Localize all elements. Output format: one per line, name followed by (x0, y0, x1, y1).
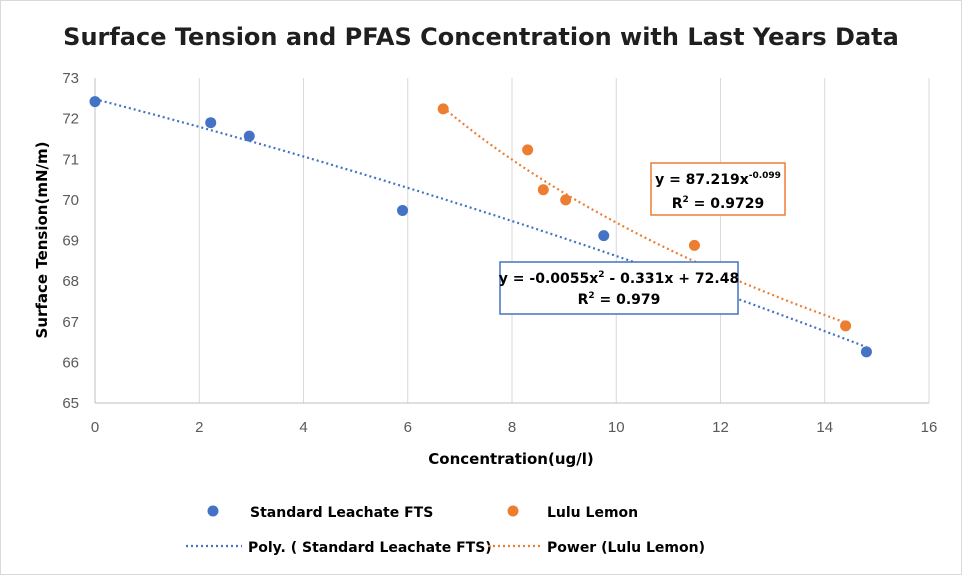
y-tick-label: 71 (62, 151, 79, 168)
y-tick-label: 67 (62, 314, 79, 331)
trendline-power (442, 106, 846, 324)
x-tick-label: 10 (608, 419, 625, 436)
trendlines (94, 98, 867, 349)
data-points (89, 96, 872, 358)
x-tick-label: 2 (195, 419, 203, 436)
axes (94, 78, 929, 404)
point-standard-leachate (598, 230, 610, 242)
x-tick-label: 0 (91, 419, 99, 436)
point-lulu-lemon (537, 184, 549, 196)
y-tick-label: 72 (62, 111, 79, 128)
x-tick-labels: 0 2 4 6 8 10 12 14 16 (91, 419, 938, 436)
legend-label-standard-leachate: Standard Leachate FTS (250, 505, 433, 521)
legend-marker-standard-leachate (207, 505, 219, 517)
legend: Standard Leachate FTS Lulu Lemon Poly. (… (186, 505, 705, 556)
y-axis-label: Surface Tension(mN/m) (33, 142, 51, 339)
y-tick-label: 70 (62, 192, 79, 209)
poly-equation: y = -0.0055x2 - 0.331x + 72.48 (499, 270, 739, 287)
trendline-poly (94, 98, 867, 349)
point-standard-leachate (205, 117, 217, 129)
equation-box-poly: y = -0.0055x2 - 0.331x + 72.48 R2 = 0.97… (499, 261, 739, 315)
point-lulu-lemon (688, 239, 700, 251)
legend-label-power: Power (Lulu Lemon) (547, 540, 705, 556)
legend-label-poly: Poly. ( Standard Leachate FTS) (248, 540, 492, 556)
equation-box-power-frame (650, 162, 786, 216)
y-tick-label: 65 (62, 395, 79, 412)
point-standard-leachate (860, 346, 872, 358)
power-equation: y = 87.219x-0.099 (655, 171, 781, 188)
legend-label-lulu-lemon: Lulu Lemon (547, 505, 638, 521)
chart-title: Surface Tension and PFAS Concentration w… (63, 23, 899, 51)
point-lulu-lemon (437, 103, 449, 115)
x-tick-label: 6 (404, 419, 412, 436)
poly-r2: R2 = 0.979 (578, 291, 661, 308)
y-tick-labels: 65 66 67 68 69 70 71 72 73 (62, 70, 79, 412)
legend-item-power-trendline: Power (Lulu Lemon) (488, 540, 705, 556)
point-standard-leachate (243, 130, 255, 142)
x-axis-label: Concentration(ug/l) (428, 450, 593, 468)
x-tick-label: 12 (712, 419, 729, 436)
point-lulu-lemon (840, 320, 852, 332)
grid-lines (198, 78, 930, 403)
x-tick-label: 8 (508, 419, 516, 436)
y-tick-label: 68 (62, 273, 79, 290)
point-lulu-lemon (560, 194, 572, 206)
x-tick-label: 16 (921, 419, 938, 436)
legend-item-standard-leachate: Standard Leachate FTS (207, 505, 433, 521)
x-tick-label: 4 (299, 419, 307, 436)
point-lulu-lemon (522, 144, 534, 156)
equation-box-power: y = 87.219x-0.099 R2 = 0.9729 (650, 162, 786, 216)
legend-item-lulu-lemon: Lulu Lemon (507, 505, 638, 521)
power-r2: R2 = 0.9729 (672, 195, 765, 212)
point-standard-leachate (397, 204, 409, 216)
y-tick-label: 73 (62, 70, 79, 87)
legend-marker-lulu-lemon (507, 505, 519, 517)
x-tick-label: 14 (816, 419, 833, 436)
point-standard-leachate (89, 96, 101, 108)
equation-box-poly-frame (499, 261, 739, 315)
legend-item-poly-trendline: Poly. ( Standard Leachate FTS) (186, 540, 492, 556)
y-tick-label: 69 (62, 233, 79, 250)
y-tick-label: 66 (62, 354, 79, 371)
